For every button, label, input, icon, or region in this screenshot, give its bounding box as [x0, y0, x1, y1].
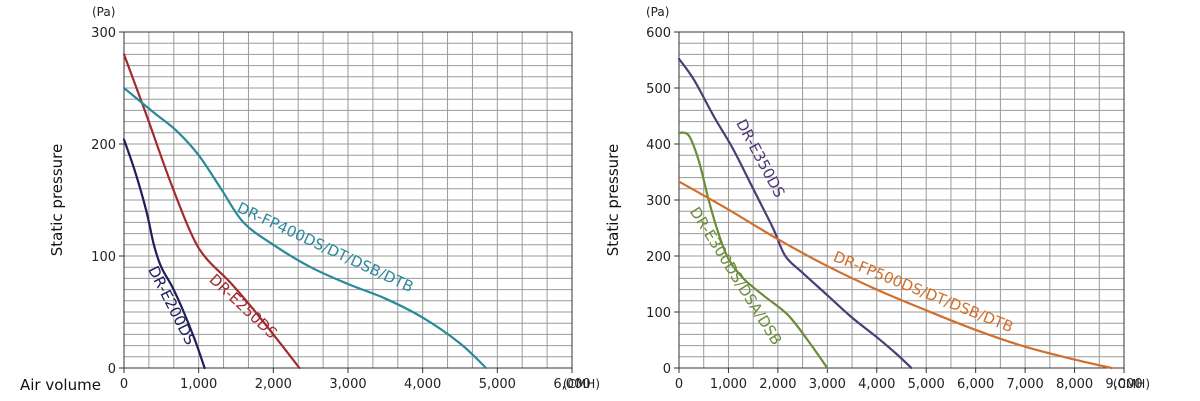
y-tick-label: 300 — [91, 26, 116, 41]
chart-1: 0 1,000 2,000 3,000 4,000 5,000 6,000 0 100 200 30… — [20, 5, 600, 394]
y-tick-label: 400 — [646, 138, 671, 153]
x-tick-label: 0 — [675, 377, 683, 392]
y-tick-label: 0 — [663, 362, 671, 377]
x-tick-label: 2,000 — [255, 377, 292, 392]
y-tick-label: 300 — [646, 194, 671, 209]
x-axis-title: Air volume — [20, 376, 101, 394]
y-tick-label: 200 — [646, 250, 671, 265]
x-unit-label: (CMH) — [563, 377, 600, 391]
x-unit-label: (CMH) — [1113, 377, 1150, 391]
x-tick-label: 1,000 — [180, 377, 217, 392]
x-tick-label: 0 — [120, 377, 128, 392]
y-tick-label: 200 — [91, 138, 116, 153]
x-tick-label: 8,000 — [1056, 377, 1093, 392]
x-tick-label: 1,000 — [710, 377, 747, 392]
x-tick-label: 3,000 — [809, 377, 846, 392]
grid — [679, 32, 1124, 368]
y-axis-title: Static pressure — [48, 144, 66, 256]
y-tick-label: 500 — [646, 82, 671, 97]
series-line — [122, 53, 301, 370]
chart-2: 0 1,000 2,000 3,000 4,000 5,000 6,000 7,000 8,00… — [604, 5, 1150, 392]
series-label: DR-E200DS — [144, 263, 199, 348]
series-label: DR-E250DS — [206, 270, 281, 342]
series-line — [677, 57, 913, 370]
x-tick-label: 6,000 — [957, 377, 994, 392]
x-tick-label: 3,000 — [329, 377, 366, 392]
series-line — [677, 131, 829, 370]
x-tick-label: 7,000 — [1007, 377, 1044, 392]
x-tick-label: 9,000 — [1105, 377, 1142, 392]
series-label: DR-FP400DS/DT/DSB/DTB — [234, 199, 416, 297]
y-unit-label: (Pa) — [92, 5, 115, 19]
series-label: DR-E350DS — [732, 116, 788, 200]
y-tick-label: 600 — [646, 26, 671, 41]
y-tick-label: 100 — [91, 250, 116, 265]
y-unit-label: (Pa) — [646, 5, 669, 19]
x-tick-label: 2,000 — [759, 377, 796, 392]
series-line — [122, 86, 488, 370]
grid — [124, 32, 572, 368]
y-tick-label: 100 — [646, 306, 671, 321]
x-tick-label: 6,000 — [553, 377, 590, 392]
series-line — [122, 138, 206, 370]
x-tick-label: 5,000 — [479, 377, 516, 392]
x-tick-label: 4,000 — [858, 377, 895, 392]
y-tick-label: 0 — [108, 362, 116, 377]
y-axis-title: Static pressure — [604, 144, 622, 256]
x-tick-label: 4,000 — [404, 377, 441, 392]
x-tick-label: 5,000 — [908, 377, 945, 392]
series-line — [677, 180, 1113, 370]
